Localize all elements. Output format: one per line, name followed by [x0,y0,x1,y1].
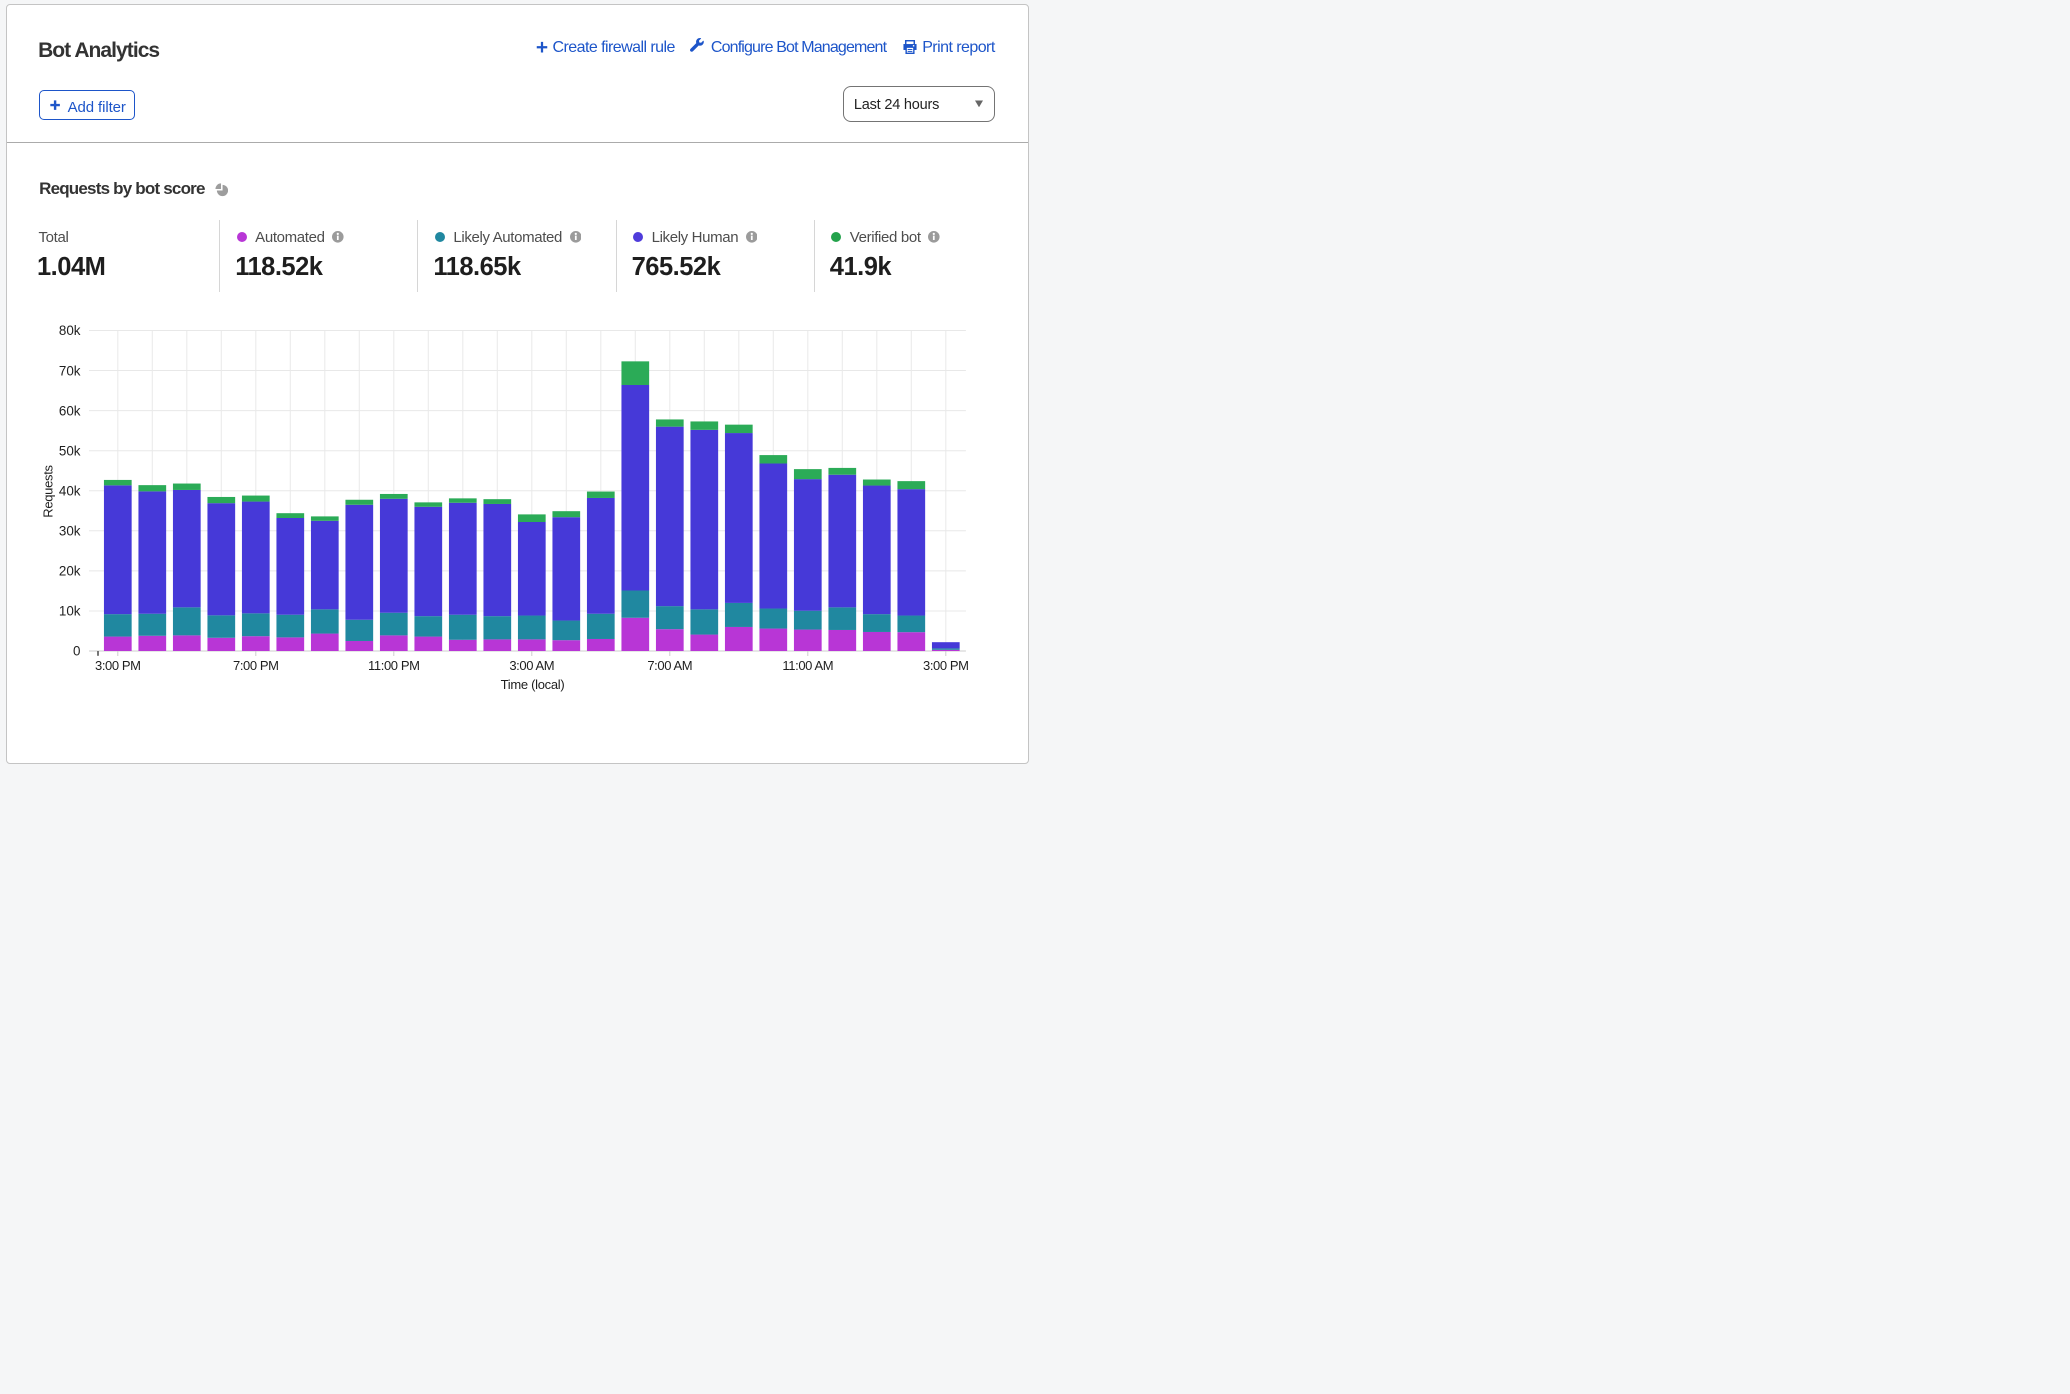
svg-text:0: 0 [73,644,80,659]
svg-text:7:00 AM: 7:00 AM [647,658,692,673]
svg-text:40k: 40k [59,483,81,498]
svg-text:3:00 AM: 3:00 AM [509,658,554,673]
svg-text:30k: 30k [59,524,81,539]
svg-text:3:00 PM: 3:00 PM [95,658,141,673]
svg-text:80k: 80k [59,323,81,338]
svg-text:11:00 PM: 11:00 PM [368,658,419,673]
svg-text:60k: 60k [59,403,81,418]
svg-text:10k: 10k [59,604,81,619]
svg-text:Time (local): Time (local) [501,677,565,692]
svg-text:Requests: Requests [41,464,56,517]
svg-text:70k: 70k [59,363,81,378]
svg-text:11:00 AM: 11:00 AM [782,658,833,673]
svg-text:3:00 PM: 3:00 PM [923,658,969,673]
svg-text:20k: 20k [59,564,81,579]
svg-text:7:00 PM: 7:00 PM [233,658,279,673]
svg-text:50k: 50k [59,443,81,458]
